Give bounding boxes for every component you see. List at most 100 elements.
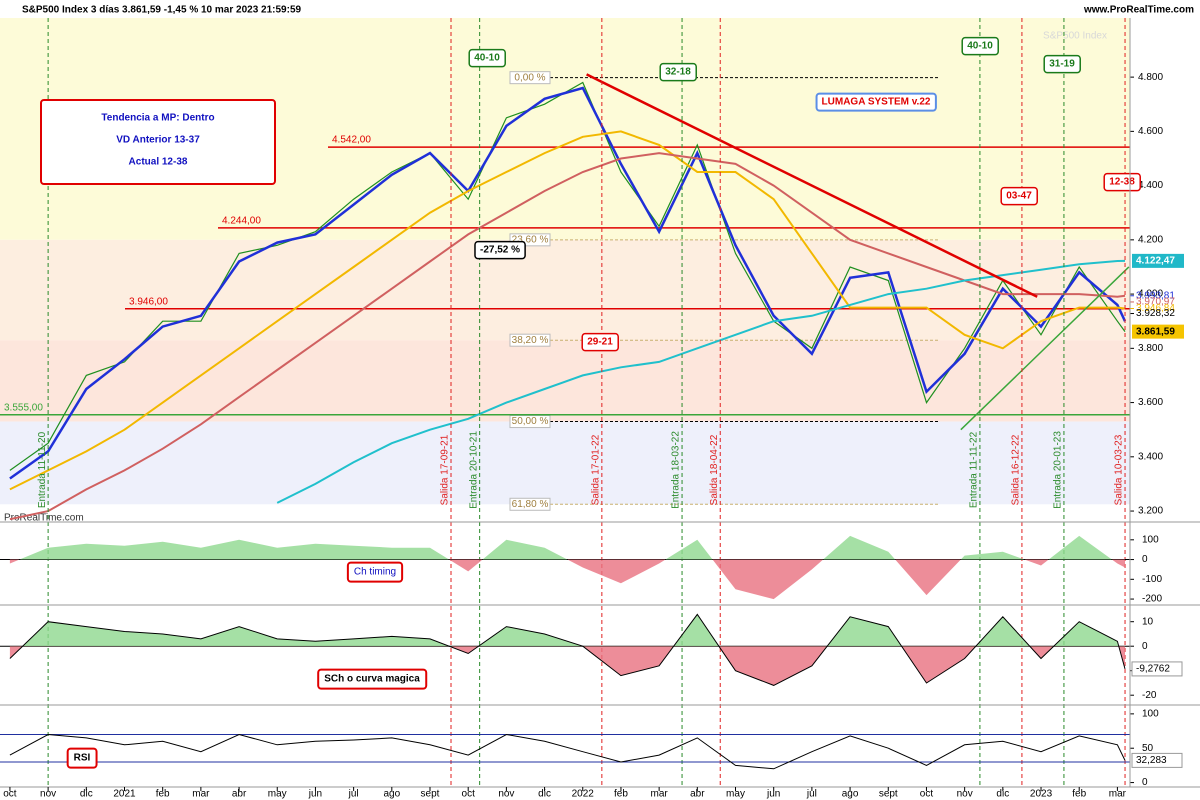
level-label: 3.946,00: [129, 296, 168, 307]
panel-label: SCh o curva magica: [324, 674, 420, 685]
y-tick-label: 100: [1142, 709, 1159, 720]
annotation-box: [1043, 54, 1081, 74]
x-tick-label: dic: [996, 789, 1009, 800]
price-line: [276, 259, 1126, 504]
price-label: 4.122,47: [1136, 256, 1175, 267]
annotation: VD Anterior 13-37: [116, 135, 200, 146]
osc-area-positive: [19, 535, 1112, 560]
signal-label: Salida 18-04-22: [709, 434, 720, 505]
price-label: 3.928,32: [1136, 308, 1175, 319]
fib-label: 50,00 %: [512, 416, 549, 427]
value-label: -9,2762: [1136, 664, 1170, 675]
price-badge: [1132, 324, 1184, 339]
signal-label: Salida 17-09-21: [440, 434, 451, 505]
fib-label: 61,80 %: [512, 499, 549, 510]
x-tick-label: 2023: [1030, 789, 1053, 800]
trend-line: [960, 266, 1130, 431]
level-label: 4.542,00: [332, 135, 371, 146]
signal-label: Salida 17-01-22: [590, 434, 601, 505]
annotation-box: [474, 240, 526, 260]
value-label: 32,283: [1136, 755, 1167, 766]
x-tick-label: abr: [232, 789, 247, 800]
panel-label: Ch timing: [354, 567, 396, 578]
price-line: [9, 81, 1126, 471]
y-tick-label: 3.400: [1138, 451, 1163, 462]
brand: ProRealTime.com: [4, 513, 84, 524]
x-tick-label: mar: [192, 789, 210, 800]
fib-band: [0, 421, 1130, 505]
y-tick-label: 0: [1142, 777, 1148, 788]
annotation-box: [581, 332, 619, 352]
y-tick-label: 4.600: [1138, 126, 1163, 137]
fib-label-box: [509, 71, 551, 85]
panel-label-box: [66, 747, 98, 769]
signal-label: Entrada 20-10-21: [468, 431, 479, 509]
x-tick-label: 2022: [572, 789, 595, 800]
annotation-box: [659, 62, 697, 82]
annotation: Actual 12-38: [129, 157, 188, 168]
rsi-line: [9, 733, 1126, 770]
x-tick-label: nov: [40, 789, 56, 800]
x-tick-label: feb: [1072, 789, 1086, 800]
fib-label: 23,60 %: [512, 234, 549, 245]
annotation-box: [815, 92, 937, 112]
x-tick-label: feb: [614, 789, 628, 800]
y-tick-label: 4.200: [1138, 234, 1163, 245]
y-tick-label: -20: [1142, 690, 1157, 701]
value-badge: [1131, 752, 1183, 768]
x-tick-label: dic: [80, 789, 93, 800]
price-line: [9, 86, 1127, 480]
price-label: 3.970,97: [1136, 297, 1175, 308]
x-tick-label: mar: [1109, 789, 1127, 800]
y-tick-label: -100: [1142, 574, 1162, 585]
x-tick-label: dic: [538, 789, 551, 800]
price-label: 3.861,59: [1136, 326, 1175, 337]
x-tick-label: jul: [806, 789, 817, 800]
y-tick-label: 4.400: [1138, 180, 1163, 191]
watermark: S&P500 Index: [1043, 31, 1107, 42]
x-tick-label: sept: [879, 789, 898, 800]
signal-label: Entrada 11-11-20: [37, 431, 48, 508]
annotation: 12-38: [1109, 177, 1135, 188]
x-tick-label: oct: [462, 789, 476, 800]
x-tick-label: jul: [348, 789, 359, 800]
fib-label: 0,00 %: [514, 72, 545, 83]
level-label: 3.555,00: [4, 402, 43, 413]
trend-line: [586, 73, 1038, 298]
price-badge: [1132, 253, 1184, 268]
x-tick-label: 2021: [113, 789, 136, 800]
x-tick-label: may: [268, 789, 287, 800]
fib-label-box: [509, 415, 551, 429]
fib-label-box: [509, 497, 551, 511]
x-tick-label: jun: [766, 789, 780, 800]
annotation-box: [1000, 186, 1038, 206]
annotation-box: [468, 48, 506, 68]
x-tick-label: feb: [156, 789, 170, 800]
signal-label: Entrada 20-01-23: [1053, 431, 1064, 509]
y-tick-label: 100: [1142, 534, 1159, 545]
fib-label-box: [509, 333, 551, 347]
annotation-box: [1103, 172, 1141, 192]
x-tick-label: abr: [690, 789, 705, 800]
x-tick-label: nov: [498, 789, 514, 800]
y-tick-label: 3.600: [1138, 397, 1163, 408]
price-label: 3.993,81: [1136, 290, 1175, 301]
panel-label-box: [317, 668, 428, 690]
source: www.ProRealTime.com: [1083, 5, 1194, 16]
level-label: 4.244,00: [222, 216, 261, 227]
y-tick-label: 3.800: [1138, 343, 1163, 354]
annotation-box: [40, 99, 276, 185]
annotation: 40-10: [474, 53, 500, 64]
fib-label: 38,20 %: [512, 335, 549, 346]
y-tick-label: 10: [1142, 616, 1154, 627]
value-badge: [1131, 661, 1183, 677]
x-tick-label: jun: [308, 789, 322, 800]
y-tick-label: -200: [1142, 594, 1162, 605]
annotation: -27,52 %: [480, 245, 520, 256]
x-tick-label: sept: [421, 789, 440, 800]
annotation: 03-47: [1006, 191, 1032, 202]
price-label: 3.946,84: [1136, 303, 1175, 314]
header-title: S&P500 Index 3 días 3.861,59 -1,45 % 10 …: [22, 5, 302, 16]
